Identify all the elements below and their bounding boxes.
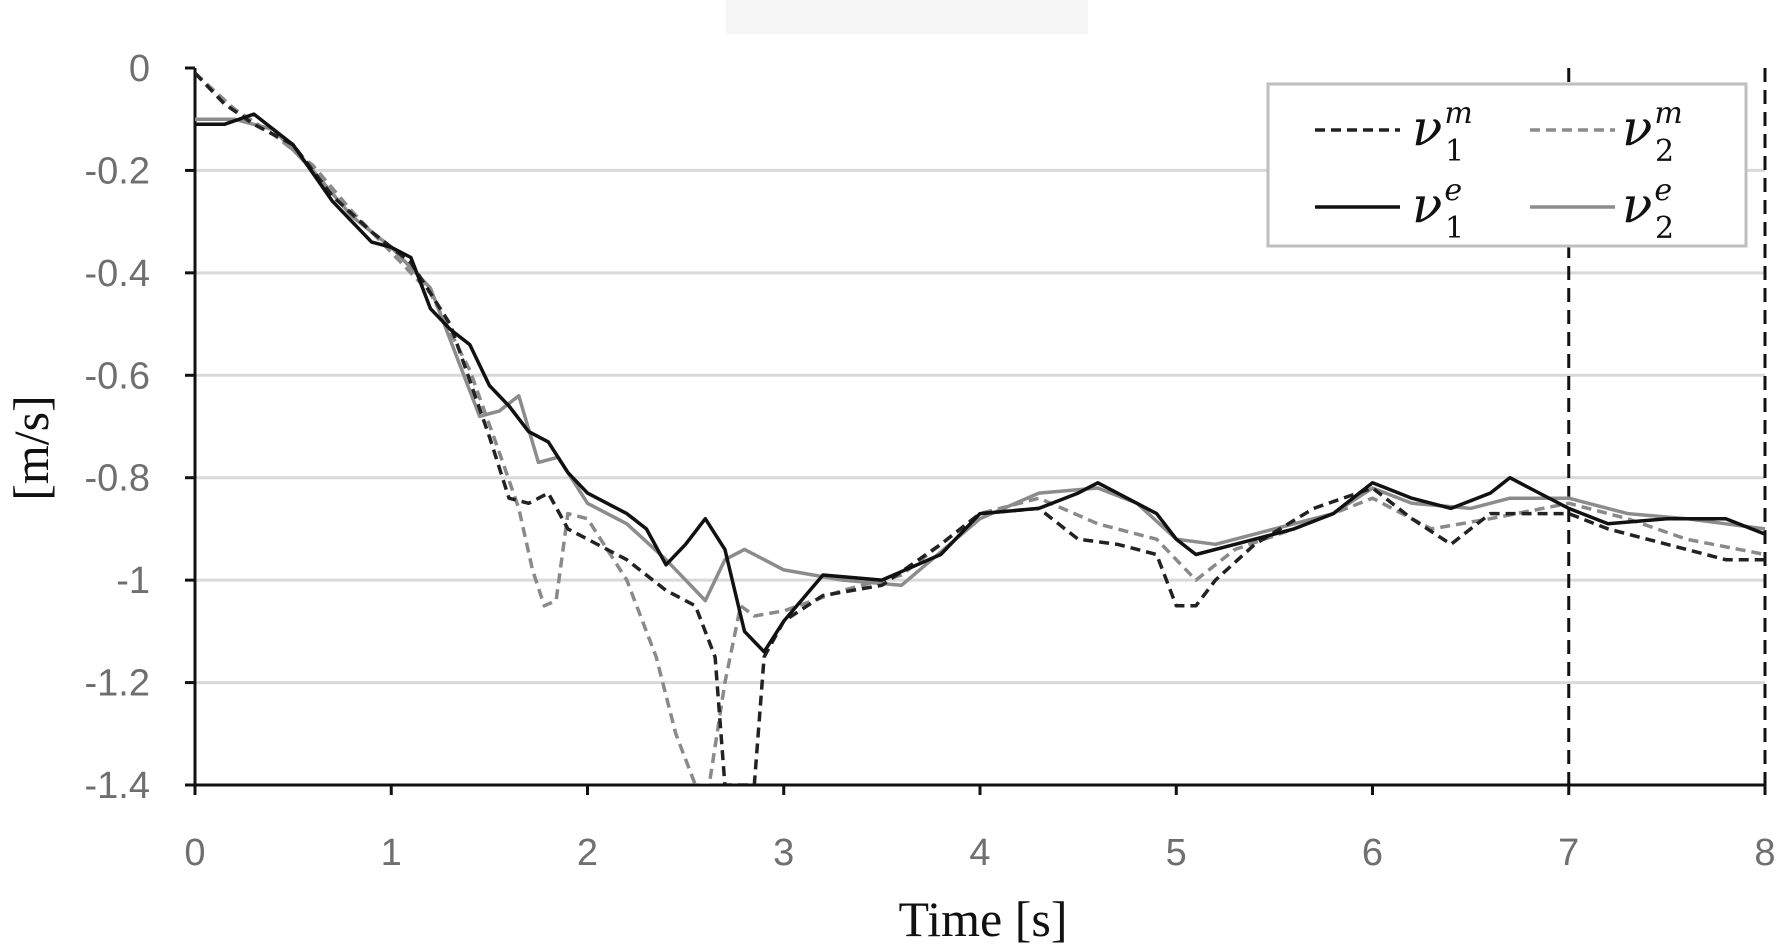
legend-label: νe 1 xyxy=(1412,173,1464,246)
legend-symbol-base: ν xyxy=(1412,99,1442,157)
legend-symbol-base: ν xyxy=(1622,176,1652,234)
y-tick-label: -1.4 xyxy=(85,765,150,807)
legend-symbol-subscript: 1 xyxy=(1445,211,1464,246)
legend-box xyxy=(1266,82,1748,248)
x-tick-label: 8 xyxy=(1754,832,1775,874)
y-tick-label: 0 xyxy=(129,48,150,90)
y-tick-label: -1 xyxy=(116,560,150,602)
legend-label: νe 2 xyxy=(1622,173,1674,246)
horizontal-gridlines xyxy=(195,168,1765,787)
legend-symbol-superscript: m xyxy=(1444,96,1472,131)
y-axis-title: [m/s] xyxy=(3,395,59,501)
legend-symbol-superscript: e xyxy=(1444,173,1462,208)
x-tick-label: 2 xyxy=(577,832,598,874)
legend-symbol-superscript: m xyxy=(1654,96,1682,131)
y-tick-label: -0.6 xyxy=(85,355,150,397)
legend-symbol-subscript: 2 xyxy=(1655,134,1674,169)
series-lines xyxy=(195,71,1765,784)
legend-symbol-subscript: 2 xyxy=(1655,211,1674,246)
x-axis-title: Time [s] xyxy=(898,891,1067,947)
series-line xyxy=(195,71,1765,784)
x-tick-label: 4 xyxy=(969,832,990,874)
x-tick-label: 6 xyxy=(1362,832,1383,874)
series-line xyxy=(195,117,1765,603)
x-tick-label: 3 xyxy=(773,832,794,874)
y-tick-label: -0.8 xyxy=(85,458,150,500)
x-tick-label: 5 xyxy=(1166,832,1187,874)
series-line xyxy=(195,112,1765,654)
axes xyxy=(185,66,1767,795)
y-tick-labels: 0 -0.2 -0.4 -0.6 -0.8 -1 -1.2 -1.4 xyxy=(85,48,150,807)
top-banner xyxy=(726,0,1088,34)
y-tick-label: -0.2 xyxy=(85,150,150,192)
y-tick-label: -1.2 xyxy=(85,663,150,705)
legend: νm 1 νm 2νe 1 νe 2 xyxy=(1266,82,1748,248)
x-tick-label: 1 xyxy=(381,832,402,874)
legend-label: νm 1 xyxy=(1412,96,1473,169)
x-tick-label: 7 xyxy=(1558,832,1579,874)
legend-symbol-base: ν xyxy=(1622,99,1652,157)
legend-symbol-base: ν xyxy=(1412,176,1442,234)
x-tick-label: 0 xyxy=(184,832,205,874)
x-tick-labels: 0 1 2 3 4 5 6 7 8 xyxy=(184,832,1775,874)
legend-symbol-subscript: 1 xyxy=(1445,134,1464,169)
y-tick-label: -0.4 xyxy=(85,253,150,295)
legend-symbol-superscript: e xyxy=(1654,173,1672,208)
legend-label: νm 2 xyxy=(1622,96,1683,169)
